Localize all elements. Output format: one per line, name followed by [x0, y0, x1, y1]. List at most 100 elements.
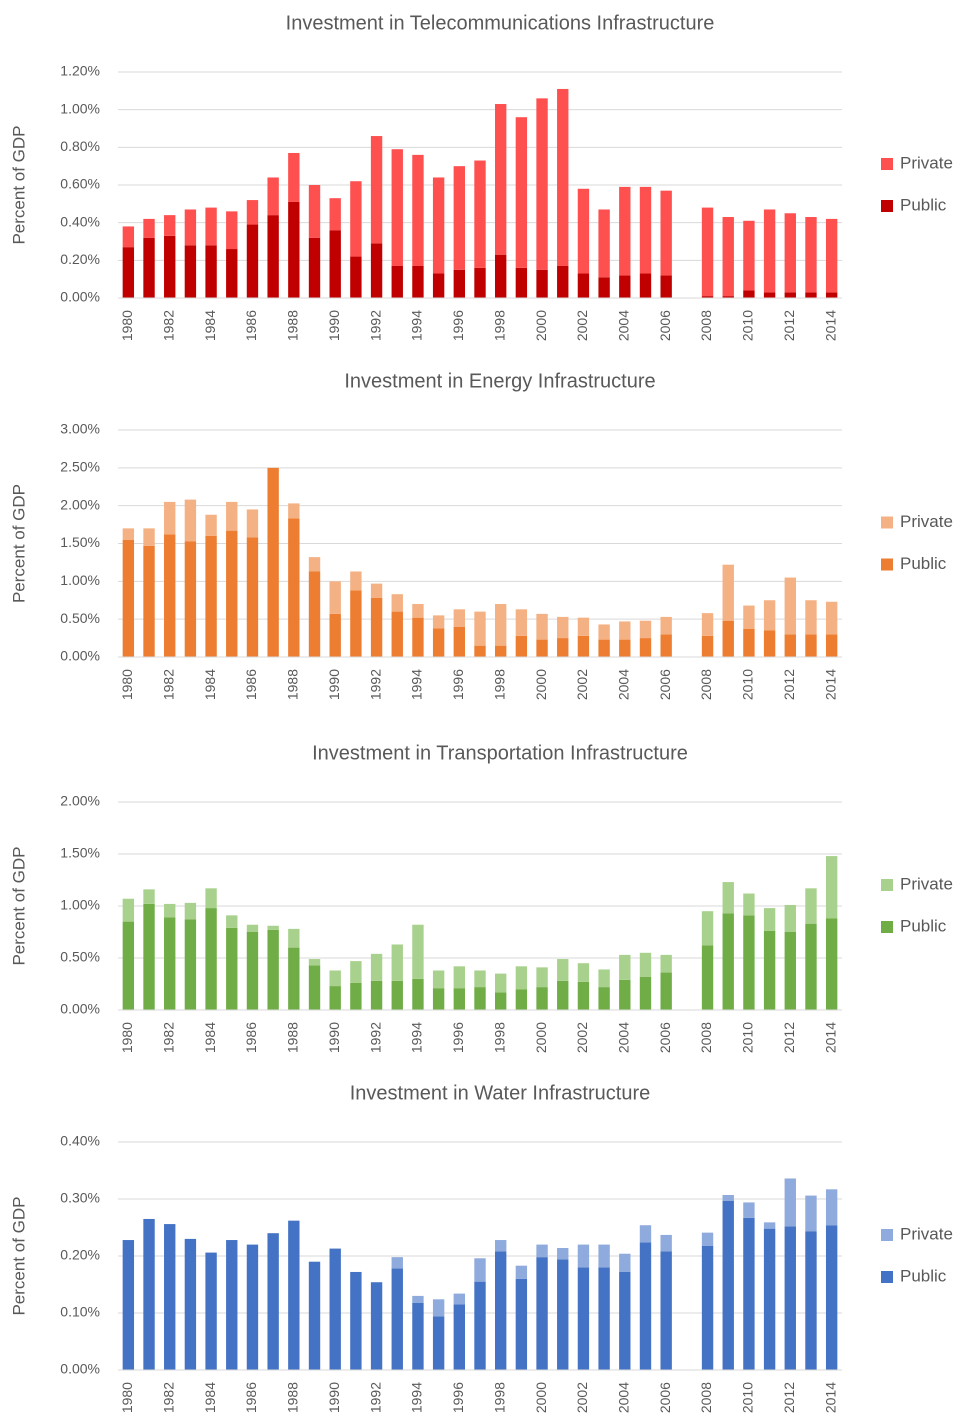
legend-swatch: [881, 158, 893, 170]
bar-segment: [267, 1233, 279, 1370]
bar-segment: [432, 970, 445, 989]
bar-segment: [515, 267, 528, 298]
bar-segment: [722, 913, 734, 1010]
y-tick-label: 1.00%: [60, 572, 100, 588]
bar-segment: [184, 919, 197, 1010]
bar-segment: [763, 930, 776, 1010]
x-tick-label: 1980: [119, 310, 135, 341]
bar-segment: [226, 927, 238, 1010]
x-tick-label: 1986: [243, 310, 259, 341]
x-tick-label: 2004: [616, 1022, 632, 1053]
y-tick-label: 0.00%: [60, 1001, 100, 1017]
bar-segment: [825, 634, 838, 657]
x-tick-label: 2012: [781, 1382, 797, 1413]
x-tick-label: 1986: [243, 1382, 259, 1413]
bar-segment: [494, 973, 507, 993]
bar-segment: [432, 1299, 445, 1317]
bar-segment: [619, 275, 631, 298]
bar-segment: [722, 1200, 734, 1370]
bar-segment: [784, 932, 796, 1010]
bar-segment: [432, 615, 445, 629]
x-tick-label: 2006: [657, 669, 673, 700]
bar-segment: [619, 1253, 631, 1272]
bar-segment: [391, 594, 403, 612]
bar-segment: [660, 190, 672, 276]
y-tick-label: 0.00%: [60, 289, 100, 305]
bar-segment: [639, 620, 652, 639]
bar-segment: [370, 1282, 383, 1370]
bar-segment: [246, 537, 259, 657]
bar-segment: [205, 245, 217, 298]
bar-segment: [743, 1202, 755, 1218]
bar-segment: [453, 269, 466, 298]
x-tick-label: 1996: [450, 1382, 466, 1413]
bar-segment: [164, 501, 176, 535]
x-tick-label: 1982: [160, 310, 176, 341]
bar-segment: [453, 988, 466, 1010]
bar-segment: [494, 645, 507, 657]
bar-segment: [598, 277, 610, 298]
x-tick-label: 1990: [326, 1022, 342, 1053]
x-tick-label: 2002: [574, 310, 590, 341]
bar-segment: [639, 186, 652, 274]
bar-segment: [453, 609, 466, 627]
bar-segment: [825, 218, 838, 293]
bar-segment: [722, 1195, 734, 1201]
bar-segment: [536, 613, 548, 640]
x-tick-label: 1992: [367, 1382, 383, 1413]
bar-segment: [143, 218, 155, 238]
y-tick-label: 1.00%: [60, 897, 100, 913]
x-tick-label: 2000: [533, 669, 549, 700]
bar-segment: [743, 605, 755, 630]
bar-segment: [432, 628, 445, 657]
bar-segment: [412, 154, 424, 266]
bar-segment: [557, 638, 569, 657]
bar-segment: [184, 499, 197, 542]
x-tick-label: 1988: [285, 1022, 301, 1053]
bar-segment: [122, 528, 135, 540]
y-tick-label: 0.00%: [60, 648, 100, 664]
bar-segment: [763, 209, 776, 293]
bar-segment: [164, 917, 176, 1010]
bar-segment: [763, 1228, 776, 1370]
bar-segment: [536, 269, 548, 298]
bar-segment: [184, 245, 197, 298]
bar-segment: [391, 149, 403, 266]
x-tick-label: 2008: [698, 1382, 714, 1413]
x-tick-label: 1992: [367, 310, 383, 341]
bar-segment: [825, 1225, 838, 1370]
bar-segment: [557, 959, 569, 981]
bar-segment: [143, 889, 155, 904]
x-tick-label: 2010: [740, 1022, 756, 1053]
y-axis-label: Percent of GDP: [9, 846, 28, 965]
bar-segment: [288, 503, 300, 519]
x-tick-label: 2006: [657, 1382, 673, 1413]
bar-segment: [619, 979, 631, 1010]
y-tick-label: 2.00%: [60, 496, 100, 512]
y-tick-label: 0.40%: [60, 213, 100, 229]
bar-segment: [350, 1271, 362, 1370]
y-tick-label: 2.50%: [60, 459, 100, 475]
bar-segment: [246, 924, 259, 932]
x-tick-label: 1988: [285, 310, 301, 341]
x-tick-label: 1996: [450, 310, 466, 341]
bar-segment: [412, 265, 424, 298]
bar-segment: [246, 509, 259, 538]
bar-segment: [226, 249, 238, 298]
bar-segment: [722, 296, 734, 298]
bar-segment: [660, 616, 672, 635]
bar-segment: [308, 1261, 321, 1370]
bar-segment: [453, 966, 466, 989]
bar-segment: [267, 929, 279, 1010]
legend-label: Private: [900, 874, 953, 893]
x-tick-label: 2006: [657, 310, 673, 341]
bar-segment: [453, 1293, 466, 1305]
bar-segment: [370, 243, 383, 298]
bar-segment: [577, 1267, 590, 1370]
bar-segment: [598, 1267, 610, 1370]
bar-segment: [577, 188, 590, 274]
x-tick-label: 1984: [202, 1022, 218, 1053]
bar-segment: [205, 535, 217, 657]
bar-segment: [288, 1220, 300, 1370]
x-tick-label: 2004: [616, 1382, 632, 1413]
